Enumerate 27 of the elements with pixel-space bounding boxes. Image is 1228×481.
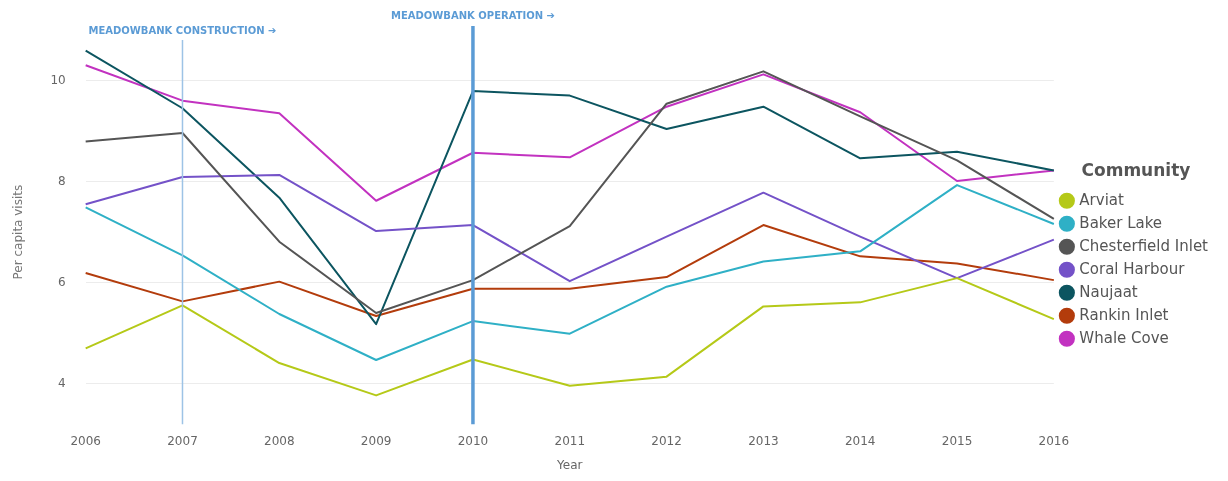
x-tick-label: 2006 [70, 433, 101, 448]
x-axis-title: Year [556, 457, 583, 472]
legend-label: Naujaat [1079, 282, 1138, 301]
y-tick-label: 8 [58, 173, 66, 188]
x-tick-label: 2007 [167, 433, 198, 448]
ref-line-label: MEADOWBANK OPERATION ➔ [390, 9, 555, 21]
y-axis-title: Per capita visits [11, 184, 26, 280]
y-tick-label: 4 [58, 375, 66, 390]
legend-label: Arviat [1079, 190, 1125, 209]
legend-label: Baker Lake [1079, 213, 1163, 232]
x-tick-label: 2009 [360, 433, 392, 448]
x-tick-label: 2011 [554, 433, 586, 448]
x-tick-label: 2015 [941, 433, 973, 448]
y-tick-label: 6 [58, 274, 66, 289]
x-tick-label: 2012 [651, 433, 682, 448]
ref-line-label: MEADOWBANK CONSTRUCTION ➔ [88, 24, 277, 36]
legend-label: Rankin Inlet [1079, 305, 1169, 324]
x-tick-label: 2014 [844, 433, 876, 448]
y-tick-label: 10 [50, 72, 66, 87]
x-tick-label: 2016 [1038, 433, 1070, 448]
x-tick-label: 2008 [264, 433, 295, 448]
legend-label: Whale Cove [1079, 328, 1169, 347]
x-tick-label: 2013 [748, 433, 779, 448]
legend-label: Coral Harbour [1079, 259, 1186, 278]
legend-title: Community [1081, 159, 1191, 180]
legend-label: Chesterfield Inlet [1079, 236, 1209, 255]
x-tick-label: 2010 [457, 433, 489, 448]
